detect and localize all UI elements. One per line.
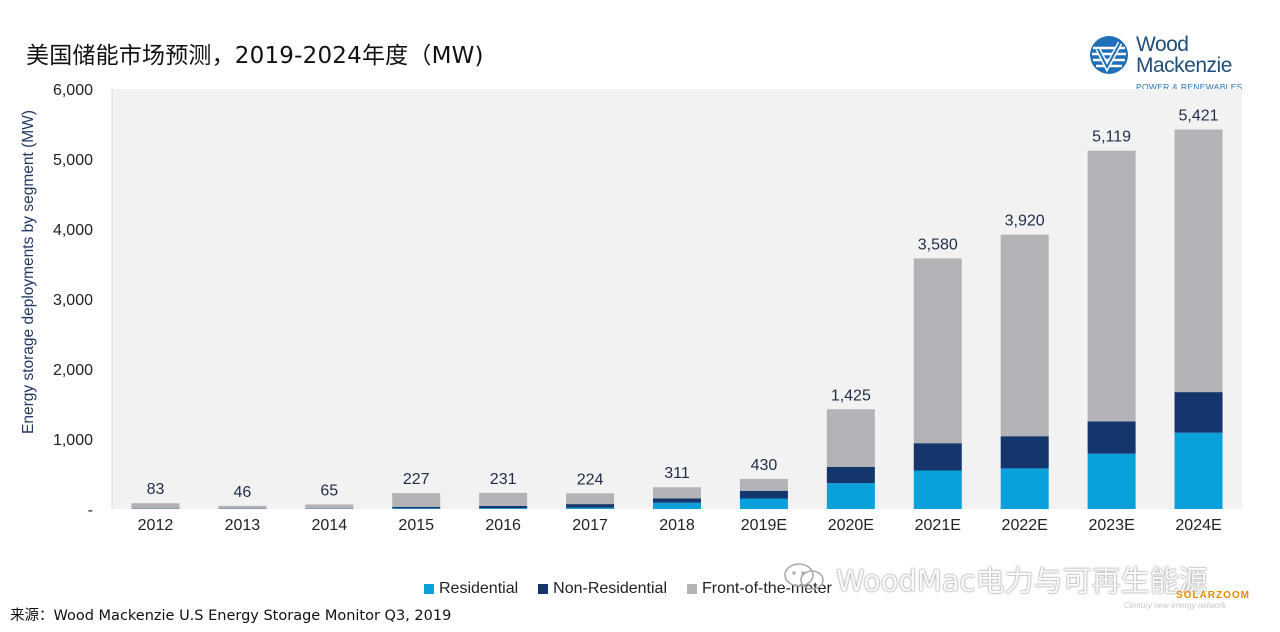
bar-segment-non-residential: [1000, 436, 1049, 469]
bar-segment-residential: [392, 508, 441, 509]
watermark-text: WoodMac电力与可再生能源: [836, 564, 1208, 598]
y-tick-label: -: [88, 502, 93, 519]
y-tick-label: 6,000: [53, 82, 93, 99]
bar-segment-residential: [566, 507, 615, 509]
bar-segment-front-of-meter: [653, 487, 701, 499]
chart-title: 美国储能市场预测，2019-2024年度（MW): [26, 43, 484, 69]
bar-segment-front-of-meter: [131, 503, 180, 509]
bar-segment-non-residential: [1174, 392, 1223, 433]
y-tick-label: 5,000: [53, 152, 93, 169]
bar-segment-front-of-meter: [218, 505, 267, 509]
total-data-label: 231: [490, 471, 517, 488]
watermark-subtitle: Century new energy network: [1124, 601, 1226, 610]
legend-item-non-residential: Non-Residential: [538, 580, 667, 598]
legend-item-residential: Residential: [424, 580, 518, 598]
total-data-label: 224: [577, 471, 604, 488]
legend-label-non-residential: Non-Residential: [553, 580, 667, 597]
wechat-icon: [784, 563, 824, 590]
x-tick-label: 2015: [398, 517, 434, 534]
x-tick-label: 2013: [225, 517, 261, 534]
x-tick-label: 2022E: [1002, 517, 1048, 534]
legend-swatch-non-residential: [538, 584, 549, 594]
source-note: 来源：Wood Mackenzie U.S Energy Storage Mon…: [10, 608, 452, 624]
bar-segment-front-of-meter: [1087, 150, 1136, 422]
legend-swatch-front-of-meter: [687, 584, 697, 594]
wood-mackenzie-logo-icon: [1090, 36, 1128, 74]
bar-segment-non-residential: [913, 443, 962, 471]
total-data-label: 65: [320, 482, 338, 499]
x-tick-label: 2012: [138, 517, 174, 534]
x-tick-label: 2024E: [1175, 517, 1221, 534]
bar-segment-residential: [1174, 432, 1223, 509]
bar-segment-non-residential: [1087, 421, 1136, 454]
bar-segment-front-of-meter: [1000, 234, 1049, 437]
bar-segment-non-residential: [826, 467, 875, 484]
bar-segment-non-residential: [653, 498, 701, 503]
y-axis-ticks: - 1,000 2,000 3,000 4,000 5,000 6,000: [53, 82, 93, 519]
y-tick-label: 1,000: [53, 432, 93, 449]
x-tick-label: 2023E: [1088, 517, 1134, 534]
logo-text-mackenzie: Mackenzie: [1136, 54, 1232, 77]
watermark-brand: SOLARZOOM: [1176, 590, 1250, 601]
bar-segment-front-of-meter: [305, 504, 354, 509]
bar-segment-non-residential: [739, 490, 788, 499]
x-tick-label: 2019E: [741, 517, 787, 534]
bar-segment-residential: [653, 502, 701, 509]
total-labels-group: 83 46 65 227 231 224 311 430 1,425 3,580 3,920 5,11…: [147, 108, 1219, 501]
bars-group: [131, 129, 1223, 509]
legend-swatch-residential: [424, 584, 434, 594]
bar-segment-front-of-meter: [479, 492, 528, 506]
bar-segment-residential: [479, 508, 528, 509]
bar-segment-non-residential: [392, 506, 441, 509]
bar-segment-front-of-meter: [739, 478, 788, 491]
bar-segment-residential: [1000, 468, 1049, 509]
y-axis-label: Energy storage deployments by segment (M…: [20, 110, 37, 434]
bar-segment-residential: [826, 483, 875, 509]
total-data-label: 430: [751, 457, 778, 474]
wood-mackenzie-logo: Wood Mackenzie POWER & RENEWABLES: [1088, 34, 1258, 98]
chart-legend: Residential Non-Residential Front-of-the…: [424, 580, 832, 598]
bar-segment-residential: [913, 470, 962, 509]
x-tick-label: 2016: [485, 517, 521, 534]
bar-segment-front-of-meter: [913, 258, 962, 444]
legend-label-front-of-meter: Front-of-the-meter: [702, 580, 832, 597]
total-data-label: 5,421: [1179, 108, 1219, 125]
x-tick-label: 2020E: [828, 517, 874, 534]
bar-segment-residential: [739, 498, 788, 509]
bar-segment-front-of-meter: [392, 493, 441, 507]
total-data-label: 3,580: [918, 236, 958, 253]
logo-text-wood: Wood: [1136, 33, 1189, 56]
x-tick-label: 2021E: [915, 517, 961, 534]
plot-area: [112, 89, 1242, 509]
total-data-label: 311: [664, 465, 690, 482]
bar-segment-non-residential: [479, 505, 528, 509]
legend-item-front-of-meter: Front-of-the-meter: [687, 580, 832, 598]
x-tick-label: 2014: [312, 517, 348, 534]
y-tick-label: 2,000: [53, 362, 93, 379]
legend-label-residential: Residential: [439, 580, 519, 597]
x-tick-label: 2017: [572, 517, 608, 534]
logo-subtitle: POWER & RENEWABLES: [1136, 82, 1243, 92]
y-tick-label: 4,000: [53, 222, 93, 239]
bar-segment-front-of-meter: [566, 493, 615, 505]
bar-segment-non-residential: [566, 504, 615, 508]
x-tick-label: 2018: [659, 517, 695, 534]
y-tick-label: 3,000: [53, 292, 93, 309]
total-data-label: 3,920: [1005, 213, 1045, 230]
bar-segment-front-of-meter: [826, 409, 875, 467]
bar-segment-residential: [1087, 453, 1136, 509]
total-data-label: 5,119: [1092, 129, 1131, 146]
total-data-label: 1,425: [831, 387, 871, 404]
bar-segment-front-of-meter: [1174, 129, 1223, 393]
x-axis-ticks: 2012 2013 2014 2015 2016 2017 2018 2019E 2020E 20…: [138, 517, 1222, 534]
total-data-label: 46: [233, 484, 251, 501]
total-data-label: 83: [147, 481, 165, 498]
total-data-label: 227: [403, 471, 430, 488]
